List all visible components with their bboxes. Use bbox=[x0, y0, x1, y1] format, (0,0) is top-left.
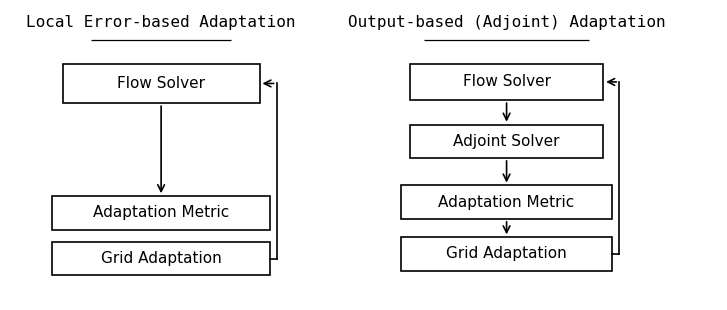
Text: Output-based (Adjoint) Adaptation: Output-based (Adjoint) Adaptation bbox=[348, 15, 665, 30]
Text: Local Error-based Adaptation: Local Error-based Adaptation bbox=[26, 15, 296, 30]
Bar bbox=[52, 196, 270, 230]
Bar bbox=[410, 125, 603, 158]
Text: Flow Solver: Flow Solver bbox=[117, 76, 205, 91]
Text: Adaptation Metric: Adaptation Metric bbox=[438, 195, 575, 210]
Bar bbox=[52, 242, 270, 275]
Text: Adaptation Metric: Adaptation Metric bbox=[93, 205, 229, 220]
Bar bbox=[63, 64, 260, 103]
Bar bbox=[401, 237, 612, 271]
Text: Adjoint Solver: Adjoint Solver bbox=[454, 134, 560, 149]
Bar bbox=[401, 185, 612, 219]
Bar bbox=[410, 64, 603, 100]
Text: Grid Adaptation: Grid Adaptation bbox=[446, 246, 567, 261]
Text: Grid Adaptation: Grid Adaptation bbox=[101, 251, 222, 266]
Text: Flow Solver: Flow Solver bbox=[462, 74, 550, 89]
